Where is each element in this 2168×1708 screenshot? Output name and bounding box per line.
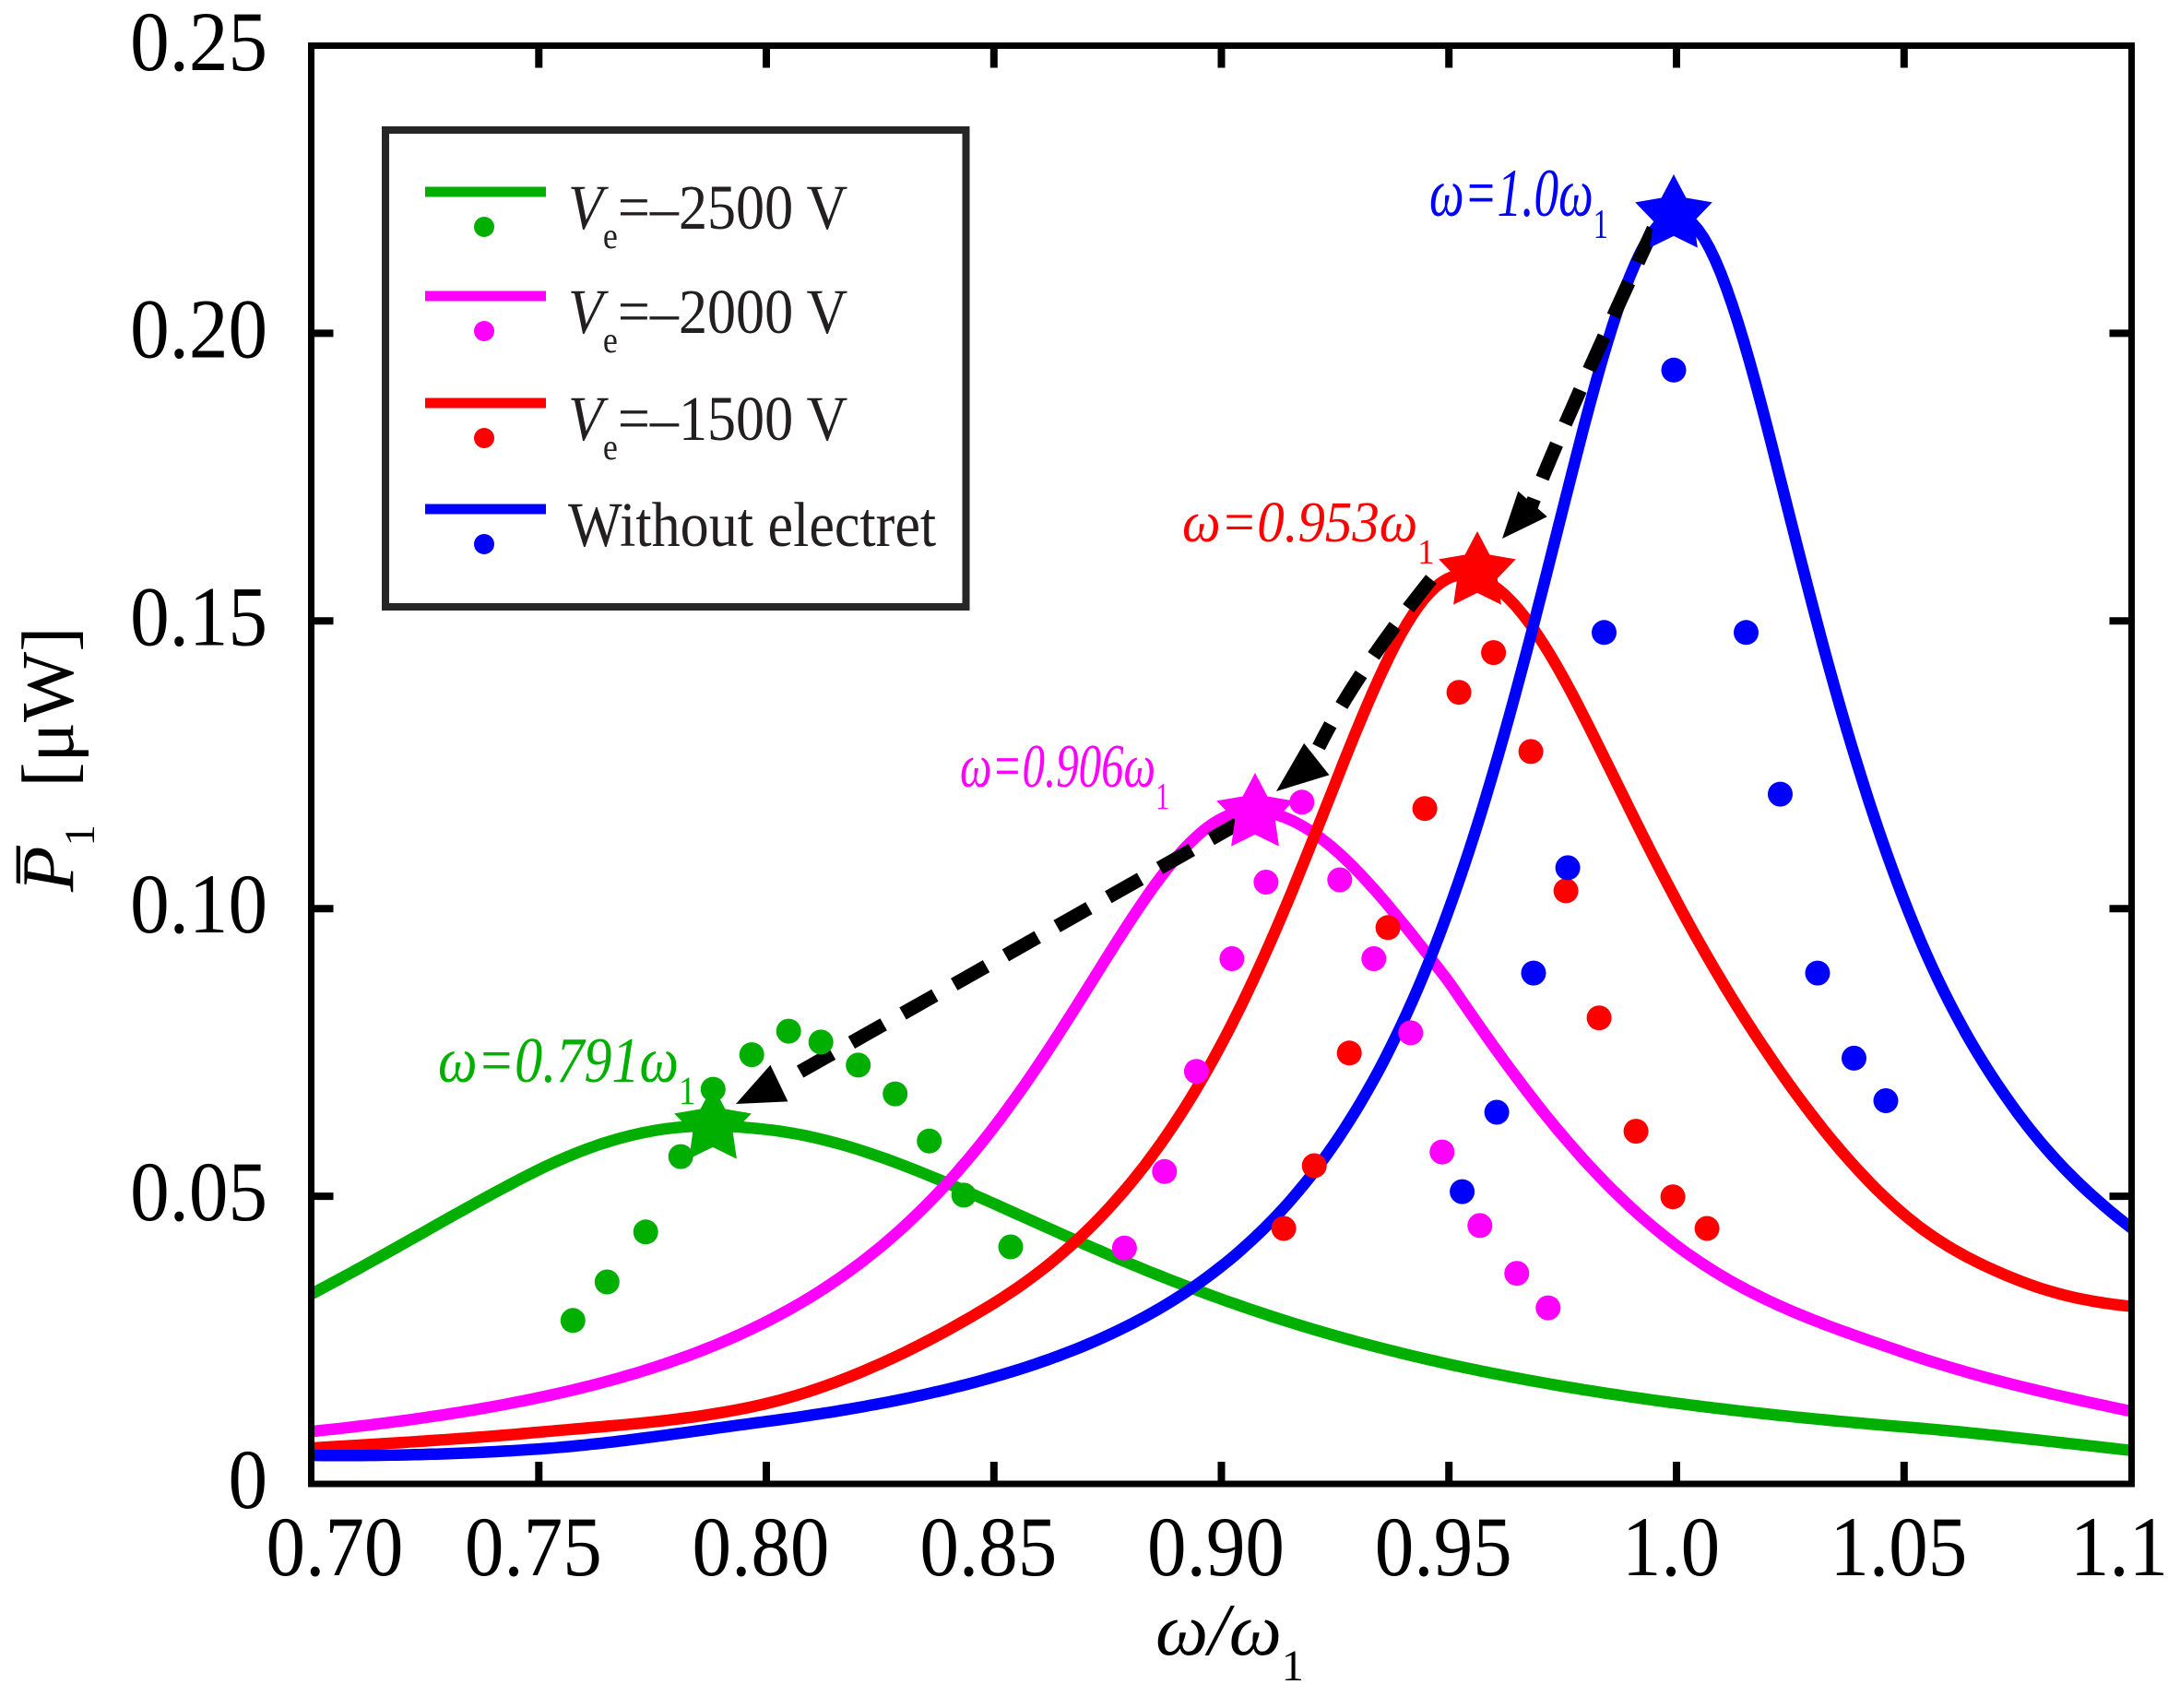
svg-text:0.70: 0.70 xyxy=(267,1500,404,1595)
svg-text:Ve=–2000 V: Ve=–2000 V xyxy=(568,278,847,361)
svg-text:0.20: 0.20 xyxy=(130,282,267,376)
svg-text:0: 0 xyxy=(228,1433,267,1527)
svg-text:0.90: 0.90 xyxy=(1147,1500,1285,1595)
svg-text:1.05: 1.05 xyxy=(1830,1500,1967,1595)
svg-text:ω=0.953ω1: ω=0.953ω1 xyxy=(1182,492,1434,573)
svg-text:ω=1.0ω1: ω=1.0ω1 xyxy=(1429,156,1608,248)
svg-text:Ve=–2500 V: Ve=–2500 V xyxy=(568,173,847,256)
svg-text:1.1: 1.1 xyxy=(2070,1500,2168,1595)
svg-text:P̅1 [μW]: P̅1 [μW] xyxy=(6,627,104,893)
svg-text:0.15: 0.15 xyxy=(130,570,267,664)
svg-text:0.80: 0.80 xyxy=(693,1500,830,1595)
svg-text:0.85: 0.85 xyxy=(919,1500,1057,1595)
svg-text:ω=0.791ω1: ω=0.791ω1 xyxy=(438,1026,696,1113)
svg-text:0.10: 0.10 xyxy=(130,858,267,952)
svg-text:ω=0.906ω1: ω=0.906ω1 xyxy=(960,732,1169,818)
svg-text:1.0: 1.0 xyxy=(1622,1500,1720,1595)
svg-text:0.75: 0.75 xyxy=(465,1500,602,1595)
svg-text:0.05: 0.05 xyxy=(130,1145,267,1239)
svg-text:ω/ω1: ω/ω1 xyxy=(1155,1588,1304,1690)
svg-text:0.95: 0.95 xyxy=(1375,1500,1512,1595)
svg-text:Ve=–1500 V: Ve=–1500 V xyxy=(568,385,847,468)
svg-text:Without electret: Without electret xyxy=(568,491,936,561)
svg-text:0.25: 0.25 xyxy=(130,0,267,89)
